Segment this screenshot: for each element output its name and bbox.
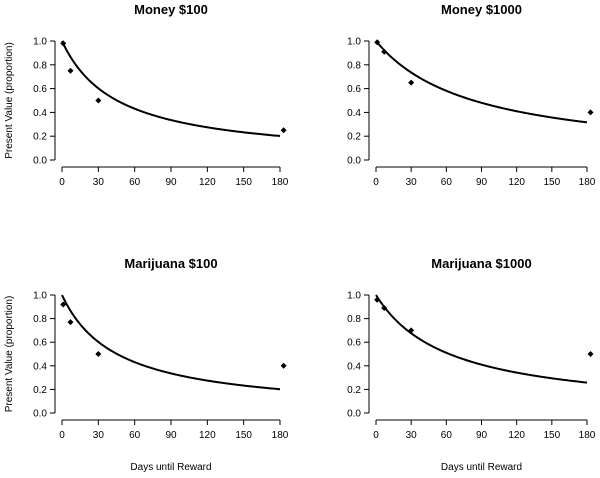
data-point: [60, 40, 67, 47]
x-tick-label: 180: [579, 177, 596, 188]
y-tick-label: 1.0: [347, 291, 361, 302]
x-tick-label: 30: [93, 177, 105, 188]
x-tick-label: 120: [508, 177, 525, 188]
x-tick-label: 0: [373, 430, 379, 441]
y-tick-label: 0.4: [33, 108, 47, 119]
x-tick-label: 60: [129, 430, 141, 441]
x-tick-label: 0: [373, 177, 379, 188]
panel-title: Marijuana $100: [124, 256, 217, 271]
y-tick-label: 0.4: [347, 361, 361, 372]
x-tick-label: 120: [199, 430, 216, 441]
panel-title: Marijuana $1000: [431, 256, 531, 271]
y-tick-label: 0.8: [33, 314, 47, 325]
y-tick-label: 0.8: [347, 60, 361, 71]
x-tick-label: 60: [129, 177, 141, 188]
y-tick-label: 0.2: [33, 385, 47, 396]
fit-curve: [375, 40, 588, 124]
y-tick-label: 0.2: [347, 132, 361, 143]
y-tick-label: 0.6: [33, 84, 47, 95]
x-tick-label: 90: [476, 430, 488, 441]
fit-curve: [375, 294, 588, 384]
data-point: [374, 39, 381, 46]
y-tick-label: 0.2: [347, 385, 361, 396]
x-tick-label: 120: [508, 430, 525, 441]
y-tick-label: 0.4: [33, 361, 47, 372]
x-tick-label: 180: [579, 430, 596, 441]
x-tick-label: 180: [272, 430, 289, 441]
y-axis-label: Present Value (proportion): [4, 42, 15, 159]
x-tick-label: 90: [476, 177, 488, 188]
y-axis-label: Present Value (proportion): [4, 296, 15, 413]
data-point: [67, 319, 74, 326]
y-tick-label: 0.6: [347, 338, 361, 349]
x-axis-label: Days until Reward: [441, 462, 522, 473]
x-tick-label: 180: [272, 177, 289, 188]
x-tick-label: 150: [235, 177, 252, 188]
data-point: [381, 48, 388, 55]
x-tick-label: 0: [59, 430, 65, 441]
y-tick-label: 0.0: [33, 156, 47, 167]
data-point: [374, 296, 381, 303]
data-point: [67, 67, 74, 74]
x-tick-label: 90: [165, 177, 177, 188]
y-tick-label: 1.0: [347, 37, 361, 48]
data-point: [381, 304, 388, 311]
data-point: [408, 79, 415, 86]
panel-1: Money $100 0 30 60 90 120 150 180 0.0 0.2 0.4 0.6 0.…: [4, 2, 289, 188]
y-tick-label: 0.6: [347, 84, 361, 95]
data-point: [60, 301, 67, 308]
panel-title: Money $100: [134, 2, 208, 17]
y-tick-label: 0.2: [33, 132, 47, 143]
data-point: [280, 127, 287, 134]
fit-curve: [61, 294, 281, 391]
y-tick-label: 0.4: [347, 108, 361, 119]
panel-3: Marijuana $100 0 30 60 90 120 150 180 0.0 0.2 0.4 0…: [4, 256, 289, 473]
panel-4: Marijuana $1000 0 30 60 90 120 150 180 0.0 0.2 0.4…: [347, 256, 596, 473]
x-tick-label: 30: [406, 177, 418, 188]
x-tick-label: 150: [543, 430, 560, 441]
data-point: [587, 109, 594, 116]
x-tick-label: 30: [406, 430, 418, 441]
x-tick-label: 150: [235, 430, 252, 441]
y-tick-label: 0.0: [347, 156, 361, 167]
y-tick-label: 0.8: [33, 60, 47, 71]
x-tick-label: 60: [441, 177, 453, 188]
y-tick-label: 0.0: [33, 409, 47, 420]
y-tick-label: 0.6: [33, 338, 47, 349]
data-point: [95, 97, 102, 104]
panel-title: Money $1000: [441, 2, 522, 17]
y-tick-label: 0.8: [347, 314, 361, 325]
x-axis-label: Days until Reward: [130, 462, 211, 473]
x-tick-label: 90: [165, 430, 177, 441]
y-tick-label: 1.0: [33, 291, 47, 302]
x-tick-label: 150: [543, 177, 560, 188]
data-point: [408, 327, 415, 334]
x-tick-label: 0: [59, 177, 65, 188]
x-tick-label: 60: [441, 430, 453, 441]
y-tick-label: 0.0: [347, 409, 361, 420]
fit-curve: [61, 40, 281, 138]
y-tick-label: 1.0: [33, 37, 47, 48]
x-tick-label: 120: [199, 177, 216, 188]
panel-2: Money $1000 0 30 60 90 120 150 180 0.0 0.2 0.4 0.6 0…: [347, 2, 596, 188]
data-point: [587, 351, 594, 357]
x-tick-label: 30: [93, 430, 105, 441]
data-point: [280, 362, 287, 369]
data-point: [95, 351, 102, 357]
